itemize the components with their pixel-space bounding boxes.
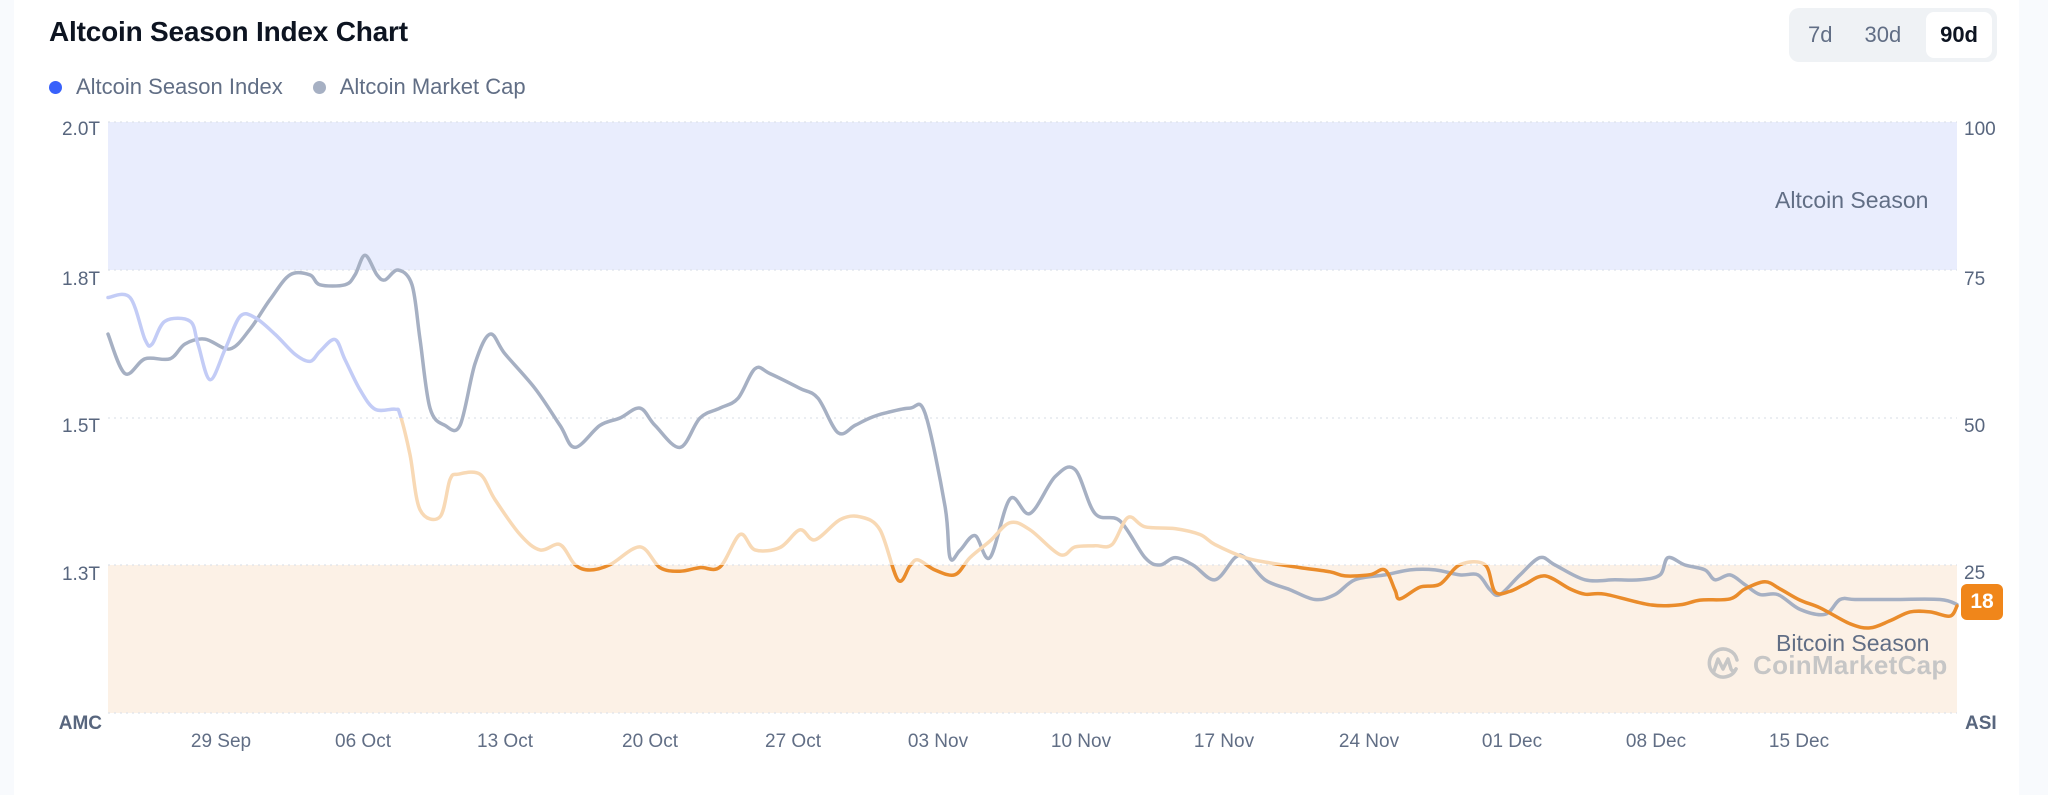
x-axis-tick: 20 Oct	[622, 731, 678, 752]
x-axis-tick: 08 Dec	[1625, 731, 1687, 752]
time-range-selector: 7d 30d 90d	[1789, 8, 1997, 62]
bitcoin-season-band	[108, 565, 1957, 713]
x-axis-tick: 13 Oct	[477, 731, 533, 752]
coinmarketcap-watermark: CoinMarketCap	[1703, 645, 1948, 685]
x-axis-tick: 29 Sep	[190, 731, 252, 752]
watermark-text: CoinMarketCap	[1753, 649, 1948, 680]
left-axis-tick: 1.8T	[61, 269, 100, 290]
x-axis-tick: 15 Dec	[1768, 731, 1830, 752]
right-axis-tick: 75	[1964, 269, 1986, 290]
left-axis-tick: 1.5T	[61, 416, 100, 437]
legend-item-asi[interactable]: Altcoin Season Index	[49, 74, 283, 100]
bitcoin-season-label: Bitcoin Season	[1776, 630, 1930, 656]
range-tab-7d[interactable]: 7d	[1808, 22, 1833, 47]
left-axis-title: AMC	[58, 713, 102, 734]
x-axis-tick: 10 Nov	[1050, 731, 1112, 752]
grid-lines	[108, 121, 1957, 714]
altcoin-season-index-line	[106, 292, 1959, 630]
right-axis-tick: 50	[1964, 416, 1986, 437]
x-axis-tick: 06 Oct	[335, 731, 391, 752]
legend-label: Altcoin Market Cap	[339, 74, 526, 99]
left-axis-tick: 2.0T	[61, 119, 100, 140]
right-axis-tick: 100	[1964, 119, 1996, 140]
coinmarketcap-logo-icon	[1707, 647, 1739, 679]
x-axis-tick: 01 Dec	[1481, 731, 1543, 752]
legend-dot-icon	[49, 80, 62, 94]
x-axis-tick: 17 Nov	[1193, 731, 1255, 752]
left-axis-tick: 1.3T	[61, 564, 100, 585]
market-cap-line	[106, 253, 1959, 617]
legend-dot-icon	[312, 80, 326, 94]
altcoin-season-band	[108, 122, 1957, 270]
legend-label: Altcoin Season Index	[76, 74, 283, 99]
range-tab-30d[interactable]: 30d	[1864, 22, 1902, 47]
x-axis-tick: 03 Nov	[907, 731, 969, 752]
right-axis-tick: 25	[1964, 563, 1986, 584]
legend-item-market-cap[interactable]: Altcoin Market Cap	[312, 74, 526, 100]
altcoin-season-label: Altcoin Season	[1775, 187, 1929, 213]
current-asi-badge: 18	[1961, 584, 2003, 620]
chart-title: Altcoin Season Index Chart	[49, 16, 408, 47]
chart-legend: Altcoin Season Index Altcoin Market Cap	[49, 74, 526, 100]
x-axis-tick: 27 Oct	[765, 731, 821, 752]
range-tab-90d[interactable]: 90d	[1926, 12, 1992, 58]
right-axis-title: ASI	[1965, 713, 1997, 734]
x-axis-tick: 24 Nov	[1338, 731, 1400, 752]
